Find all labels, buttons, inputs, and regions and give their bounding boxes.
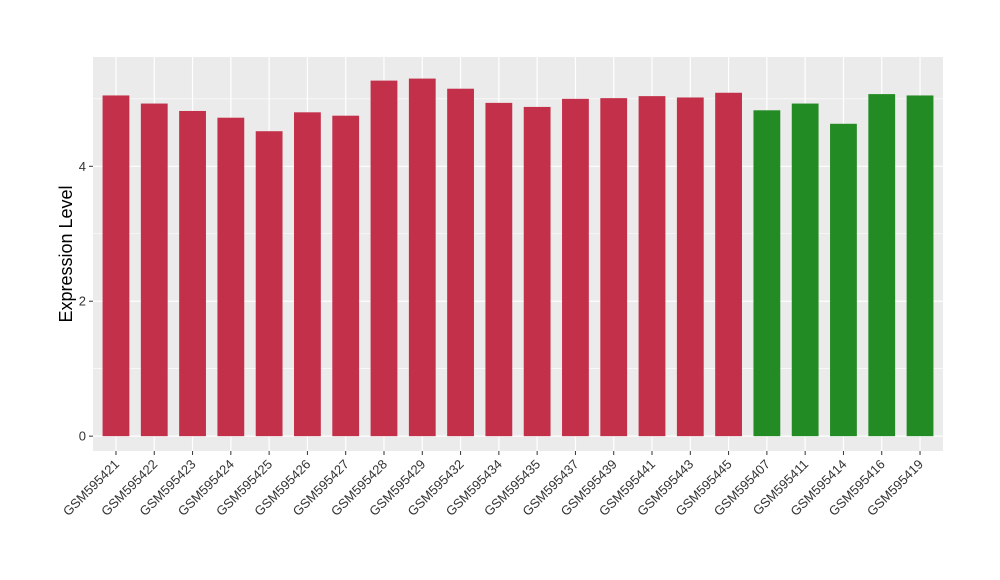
y-axis-title: Expression Level xyxy=(56,185,76,322)
bar-GSM595421 xyxy=(102,95,130,437)
bar-GSM595445 xyxy=(715,92,742,437)
bar-GSM595435 xyxy=(523,106,551,437)
bar-GSM595423 xyxy=(179,110,206,437)
y-tick-label: 2 xyxy=(79,294,86,309)
bar-GSM595427 xyxy=(332,115,360,437)
bar-GSM595432 xyxy=(447,88,474,437)
bar-GSM595429 xyxy=(408,78,436,437)
y-axis: 0 2 4 xyxy=(79,159,93,444)
bar-GSM595443 xyxy=(676,97,704,437)
bar-GSM595424 xyxy=(217,117,245,437)
x-axis: GSM595421GSM595422GSM595423GSM595424GSM5… xyxy=(60,451,926,519)
bar-GSM595407 xyxy=(753,110,781,437)
bar-GSM595416 xyxy=(868,94,896,437)
bar-GSM595422 xyxy=(140,103,168,437)
y-tick-label: 4 xyxy=(79,159,86,174)
bars xyxy=(102,78,934,437)
bar-GSM595419 xyxy=(906,95,934,437)
bar-GSM595425 xyxy=(255,131,283,437)
bar-GSM595437 xyxy=(562,98,589,437)
bar-GSM595411 xyxy=(791,103,819,437)
bar-GSM595414 xyxy=(830,123,857,437)
bar-GSM595426 xyxy=(294,112,321,437)
bar-GSM595441 xyxy=(638,96,666,437)
bar-GSM595439 xyxy=(600,98,628,437)
bar-GSM595434 xyxy=(485,102,513,437)
bar-GSM595428 xyxy=(370,80,398,437)
y-tick-label: 0 xyxy=(79,429,86,444)
